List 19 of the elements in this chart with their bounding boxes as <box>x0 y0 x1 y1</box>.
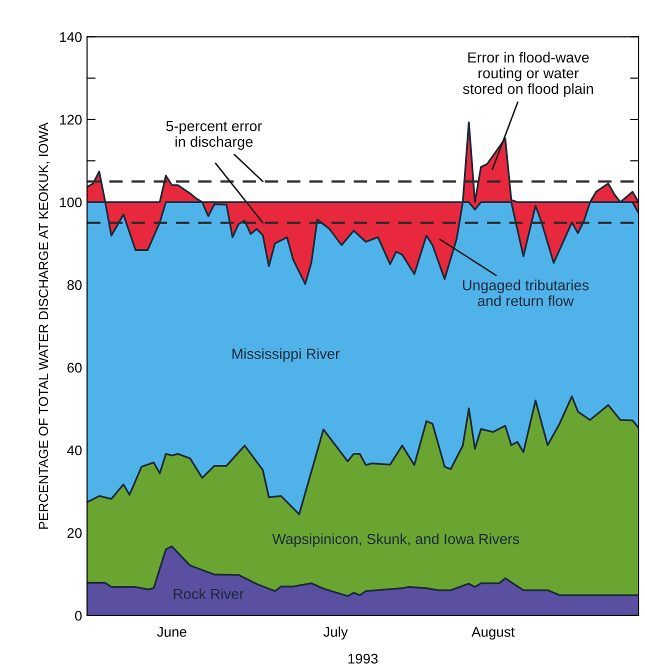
x-tick-label: August <box>472 627 515 640</box>
y-axis-title: PERCENTAGE OF TOTAL WATER DISCHARGE AT KEOKUK, IOWA <box>38 122 50 529</box>
series-label: Mississippi River <box>232 348 340 362</box>
x-tick-label: July <box>323 626 348 640</box>
y-tick-label: 140 <box>60 32 82 42</box>
series-label: Rock River <box>174 588 244 600</box>
annotation: Ungaged tributaries and return flow <box>462 280 589 306</box>
x-tick-label: June <box>157 627 186 637</box>
y-tick-label: 40 <box>67 445 82 456</box>
y-tick-label: 120 <box>60 114 82 125</box>
y-tick-label: 60 <box>67 362 82 373</box>
y-tick-label: 100 <box>60 197 82 208</box>
y-tick-label: 0 <box>75 610 82 621</box>
annotation: 5-percent error in discharge <box>166 121 262 150</box>
x-axis-title: 1993 <box>348 654 378 664</box>
y-tick-label: 20 <box>67 528 82 538</box>
series-label: Wapsipinicon, Skunk, and Iowa Rivers <box>272 533 520 548</box>
annotation: Error in flood-wave routing or water stored on flood plain <box>462 52 593 97</box>
y-tick-label: 80 <box>67 280 82 290</box>
